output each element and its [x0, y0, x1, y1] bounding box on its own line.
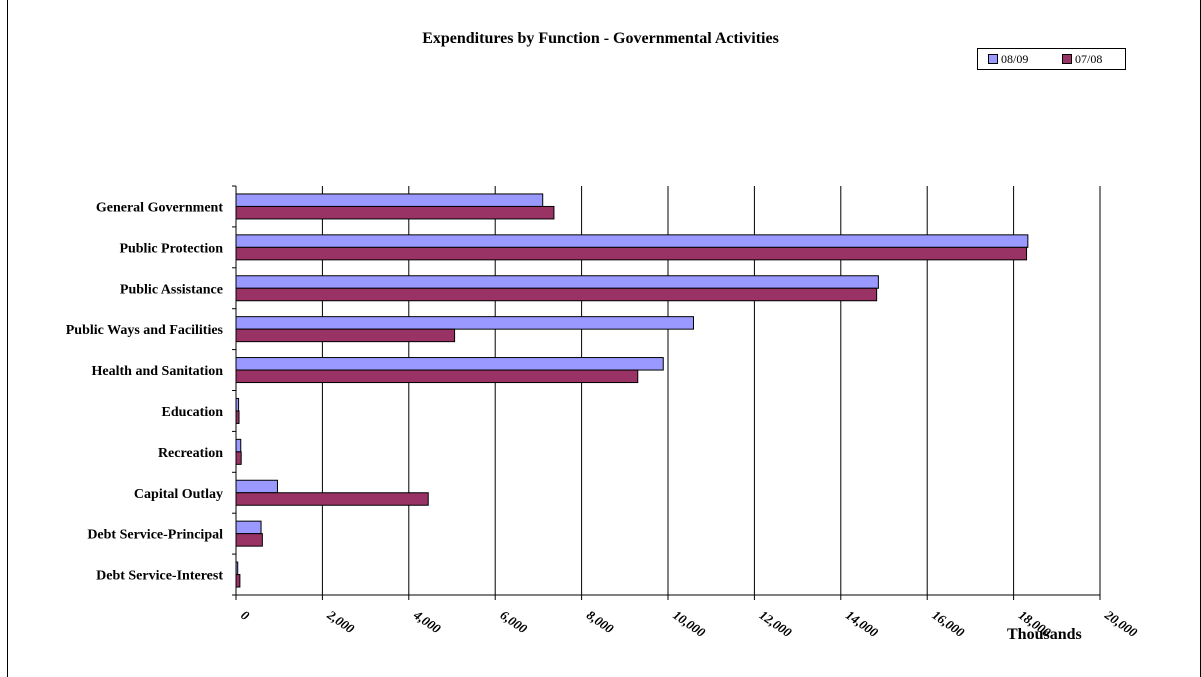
legend-label-series-2: 07/08: [1075, 52, 1103, 66]
bar-series-2: [235, 287, 878, 302]
category-label: Health and Sanitation: [92, 364, 224, 379]
legend-swatch-series-1: [988, 54, 998, 64]
legend: 08/09 07/08: [977, 48, 1126, 70]
bar-series-2: [235, 492, 429, 506]
bar-series-1: [235, 357, 664, 371]
bar-series-2: [235, 205, 555, 220]
x-axis-title: Thousands: [1007, 626, 1082, 643]
category-label: Public Assistance: [120, 282, 223, 297]
bar-series-2: [235, 328, 456, 343]
x-tick-label: 12,000: [757, 607, 795, 640]
x-tick-label: 10,000: [670, 607, 708, 640]
x-tick-label: 16,000: [929, 607, 967, 640]
category-label: General Government: [96, 200, 223, 215]
x-tick-label: 14,000: [843, 607, 881, 640]
bar-series-1: [235, 275, 879, 289]
category-label: Education: [162, 405, 224, 420]
x-tick-label: 2,000: [324, 607, 358, 637]
bar-series-2: [235, 410, 240, 424]
bar-series-1: [235, 438, 242, 453]
bar-series-2: [235, 246, 1028, 261]
bar-series-1: [235, 479, 278, 494]
bar-series-1: [235, 561, 239, 576]
bar-series-1: [235, 520, 262, 535]
category-label: Recreation: [158, 446, 223, 461]
bar-series-1: [235, 316, 694, 330]
category-label: Public Protection: [119, 241, 223, 256]
bar-series-2: [235, 451, 242, 465]
bar-series-2: [235, 574, 241, 588]
legend-item-series-1: 08/09: [988, 53, 1028, 66]
legend-item-series-2: 07/08: [1062, 53, 1102, 66]
legend-label-series-1: 08/09: [1001, 52, 1029, 66]
bar-series-1: [235, 234, 1029, 248]
bar-series-1: [235, 193, 544, 207]
bar-series-2: [235, 369, 639, 384]
x-tick-label: 6,000: [497, 607, 530, 636]
chart-title: Expenditures by Function - Governmental …: [422, 30, 779, 47]
category-label: Debt Service-Principal: [87, 528, 223, 543]
x-tick-label: 4,000: [410, 607, 444, 637]
x-tick-label: 8,000: [584, 607, 617, 636]
x-tick-label: 20,000: [1101, 607, 1140, 641]
legend-swatch-series-2: [1062, 54, 1072, 64]
category-label: Public Ways and Facilities: [66, 323, 224, 338]
category-label: Debt Service-Interest: [96, 569, 223, 584]
x-tick-label: 0: [238, 607, 252, 623]
bar-series-1: [235, 397, 240, 412]
bar-series-2: [235, 533, 263, 547]
category-label: Capital Outlay: [134, 487, 223, 502]
